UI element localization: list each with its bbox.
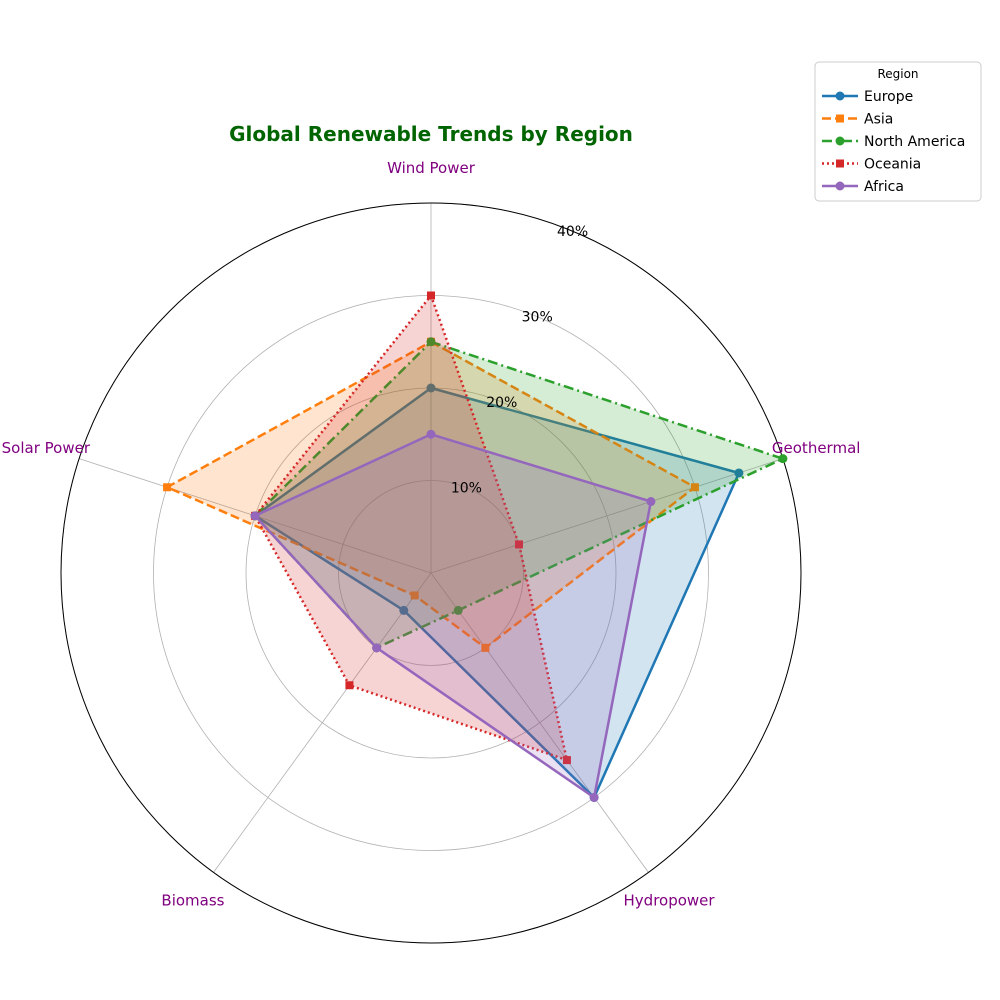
legend-label-4: Africa [864,179,904,195]
series-fill-4 [255,434,651,798]
series-line-2 [253,340,785,650]
series-3-point-2 [562,756,571,765]
legend-marker-0 [835,91,845,101]
series-1-point-2 [481,643,490,652]
series-0-point-1 [734,468,744,478]
legend-title: Region [877,67,918,81]
series-2-point-1 [778,454,788,464]
polar-frame [60,202,802,944]
series-2-point-2 [453,605,463,615]
series-4-point-2 [589,793,599,803]
grid-spoke-3 [430,572,649,873]
category-label-4: Biomass [161,892,224,910]
grid-spoke-4 [213,572,432,873]
series-1-point-4 [163,483,172,492]
legend-marker-4 [835,181,845,191]
series-3-point-3 [345,681,354,690]
legend-marker-2 [835,136,845,146]
series-0-point-3 [399,605,409,615]
series-1-point-1 [690,483,699,492]
series-3-point-1 [514,540,523,549]
series-line-0 [253,386,741,799]
category-label-5: Solar Power [2,439,91,457]
grid-spoke-2 [430,458,784,574]
legend-marker-1 [836,114,844,123]
series-1-point-3 [410,591,419,600]
category-label-1: Wind Power [387,159,476,177]
series-layer [163,291,788,803]
series-4-point-3 [372,643,382,653]
series-line-4 [253,433,653,799]
legend-label-2: North America [864,134,965,150]
legend-marker-3 [836,159,844,168]
series-3-point-0 [427,291,435,300]
series-4-point-1 [646,497,656,507]
r-tick-label-3: 30% [522,310,553,326]
chart-title: Global Renewable Trends by Region [229,122,633,146]
series-line-1 [165,340,697,650]
series-4-point-0 [426,429,436,439]
series-0-point-0 [426,383,436,393]
series-fill-2 [255,341,783,648]
label-layer: 10% 20% 30% 40% Wind Power Geothermal Hydropow… [2,159,861,910]
series-2-point-0 [426,337,436,347]
series-line-3 [253,294,569,762]
legend-label-0: Europe [864,89,913,105]
series-fill-3 [255,295,567,761]
legend-label-1: Asia [864,112,893,128]
r-tick-label-2: 20% [486,395,517,411]
r-tick-label-4: 40% [557,224,588,240]
legend: Region Europe Asia North America Oceania Afr… [814,61,982,202]
category-label-3: Hydropower [624,892,716,910]
r-tick-label-1: 10% [451,481,482,497]
series-4-point-4 [250,511,260,521]
legend-label-3: Oceania [864,157,921,173]
series-fill-1 [167,341,695,648]
category-label-2: Geothermal [772,439,861,457]
